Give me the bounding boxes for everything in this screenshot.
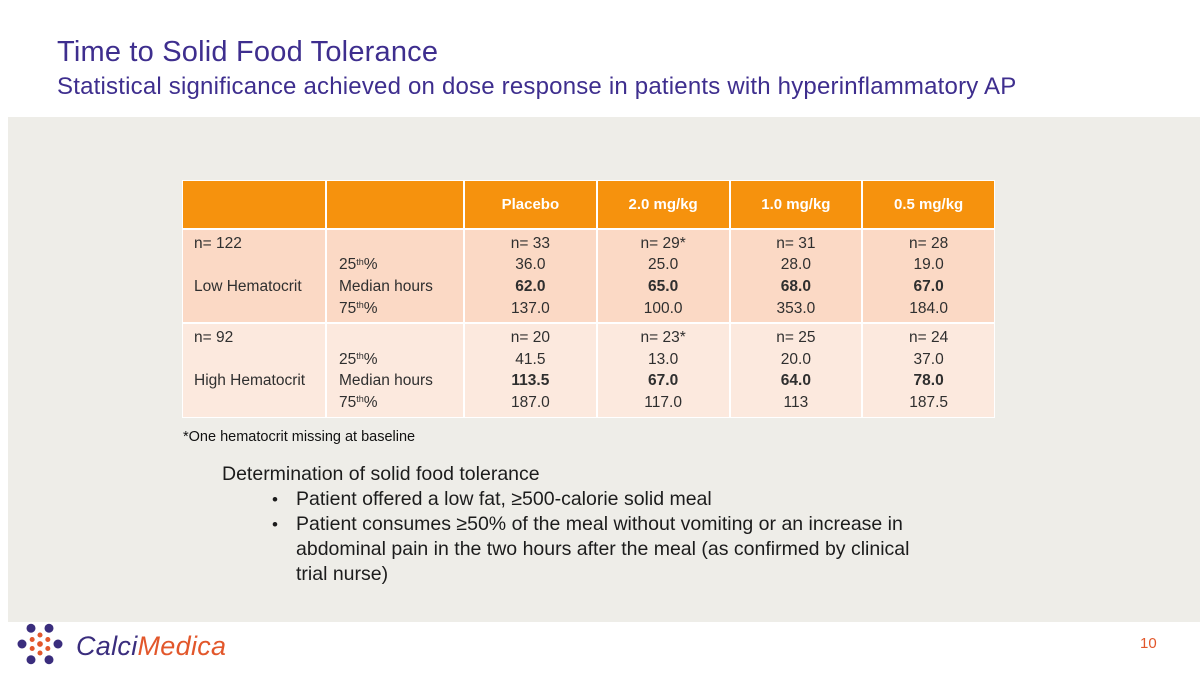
value: n= 28	[909, 234, 949, 252]
group-n: n= 122	[194, 234, 242, 252]
header-cell-empty-1	[183, 181, 325, 228]
results-table: Placebo 2.0 mg/kg 1.0 mg/kg 0.5 mg/kg n=…	[182, 180, 995, 418]
determination-bullet: Patient consumes ≥50% of the meal withou…	[270, 512, 918, 587]
value: 41.5	[515, 350, 546, 368]
page-number: 10	[1140, 635, 1157, 652]
determination-block: Determination of solid food tolerance Pa…	[222, 462, 972, 587]
value: 25.0	[648, 256, 679, 274]
determination-heading: Determination of solid food tolerance	[222, 463, 540, 485]
value: 353.0	[776, 299, 816, 317]
value-median: 113.5	[511, 372, 550, 390]
slide-title: Time to Solid Food Tolerance	[57, 36, 439, 68]
header-cell-05mg: 0.5 mg/kg	[863, 181, 994, 228]
value-median: 64.0	[780, 372, 811, 390]
value: 137.0	[510, 299, 550, 317]
value: 20.0	[780, 350, 811, 368]
value: 37.0	[913, 350, 944, 368]
value: n= 31	[776, 234, 816, 252]
dose2-column-cell: n= 23* 13.0 67.0 117.0	[597, 324, 729, 417]
group-name: Low Hematocrit	[194, 277, 302, 295]
value: 36.0	[515, 256, 546, 274]
value-median: 78.0	[913, 372, 944, 390]
group-label-cell: n= 122 Low Hematocrit	[183, 230, 325, 323]
calcimedica-logo-icon	[13, 618, 67, 675]
stat-median: Median hours	[339, 372, 433, 390]
determination-bullet: Patient offered a low fat, ≥500-calorie …	[270, 487, 918, 512]
header-cell-1mg: 1.0 mg/kg	[730, 181, 862, 228]
value-median: 68.0	[780, 277, 811, 295]
slide-subtitle: Statistical significance achieved on dos…	[57, 73, 1017, 100]
header-cell-2mg: 2.0 mg/kg	[597, 181, 729, 228]
value: n= 23*	[640, 329, 686, 347]
dose1-column-cell: n= 31 28.0 68.0 353.0	[730, 230, 862, 323]
dose1-column-cell: n= 25 20.0 64.0 113	[730, 324, 862, 417]
group-n: n= 92	[194, 329, 234, 347]
spacer	[327, 233, 463, 255]
stat-median: Median hours	[339, 277, 433, 295]
spacer	[183, 255, 325, 277]
spacer	[183, 392, 325, 414]
value: n= 29*	[640, 234, 686, 252]
value: n= 25	[776, 329, 816, 347]
spacer	[327, 327, 463, 349]
header-cell-placebo: Placebo	[465, 181, 596, 228]
value: n= 24	[909, 329, 949, 347]
group-label-cell: n= 92 High Hematocrit	[183, 324, 325, 417]
group-name: High Hematocrit	[194, 372, 306, 390]
value: 187.0	[510, 393, 550, 411]
value: 28.0	[780, 256, 811, 274]
spacer	[183, 349, 325, 371]
value-median: 67.0	[648, 372, 679, 390]
table-footnote: *One hematocrit missing at baseline	[183, 429, 416, 445]
calcimedica-logo: CalciMedica	[13, 620, 226, 672]
determination-list: Patient offered a low fat, ≥500-calorie …	[270, 487, 918, 587]
dose05-column-cell: n= 24 37.0 78.0 187.5	[863, 324, 994, 417]
spacer	[183, 298, 325, 320]
dose2-column-cell: n= 29* 25.0 65.0 100.0	[597, 230, 729, 323]
value: 19.0	[913, 256, 944, 274]
placebo-column-cell: n= 20 41.5 113.5 187.0	[465, 324, 596, 417]
value: n= 20	[510, 329, 550, 347]
value: 187.5	[909, 393, 949, 411]
value: 184.0	[909, 299, 949, 317]
table-header-row: Placebo 2.0 mg/kg 1.0 mg/kg 0.5 mg/kg	[183, 181, 994, 228]
value-median: 67.0	[913, 277, 944, 295]
value: 13.0	[648, 350, 679, 368]
header-cell-empty-2	[327, 181, 463, 228]
value: n= 33	[510, 234, 550, 252]
calcimedica-logo-wordmark: CalciMedica	[76, 630, 227, 661]
value: 113	[783, 393, 809, 411]
value: 117.0	[644, 393, 682, 411]
placebo-column-cell: n= 33 36.0 62.0 137.0	[465, 230, 596, 323]
dose05-column-cell: n= 28 19.0 67.0 184.0	[863, 230, 994, 323]
value: 100.0	[643, 299, 683, 317]
value-median: 62.0	[515, 277, 546, 295]
value-median: 65.0	[648, 277, 679, 295]
